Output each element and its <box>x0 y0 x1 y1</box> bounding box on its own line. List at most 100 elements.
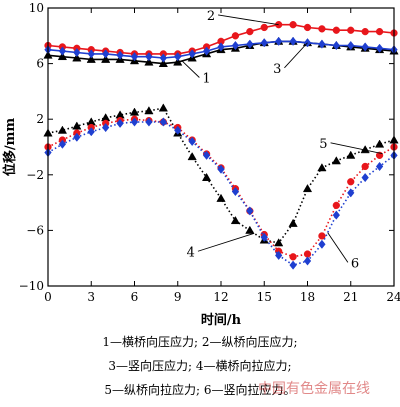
data-point <box>289 21 297 29</box>
y-tick-label: 6 <box>36 57 44 71</box>
callout-leader <box>327 232 349 263</box>
data-point <box>129 107 140 116</box>
data-point <box>274 250 283 261</box>
data-point <box>174 52 182 62</box>
data-point <box>274 36 283 46</box>
x-tick-label: 3 <box>87 290 95 304</box>
data-point <box>86 54 96 63</box>
data-point <box>347 40 355 51</box>
data-point <box>331 156 341 165</box>
data-point <box>58 46 67 56</box>
watermark: 中国有色金属在线 <box>258 381 370 397</box>
data-point <box>73 132 81 142</box>
data-point <box>346 150 356 159</box>
data-point <box>202 150 211 160</box>
callout-layer: 1 2 3 4 5 6 <box>181 9 383 271</box>
data-point <box>87 127 95 137</box>
data-point <box>159 117 168 127</box>
y-tick-label: 2 <box>36 112 44 126</box>
data-point <box>72 121 82 130</box>
y-tick-label: 10 <box>29 1 44 15</box>
callout-leader <box>181 60 200 78</box>
data-point <box>145 52 153 62</box>
callout-label: 6 <box>351 256 359 271</box>
data-point <box>87 49 95 59</box>
x-tick-label: 12 <box>213 290 228 304</box>
data-point <box>72 53 82 62</box>
data-point <box>332 210 341 220</box>
data-point <box>318 232 326 240</box>
x-tick-label: 15 <box>257 290 272 304</box>
data-point <box>260 23 268 32</box>
legend-line-1: 1—横桥向压应力; 2—纵桥向压应力; <box>102 335 298 349</box>
data-point <box>375 43 384 53</box>
x-tick-label: 18 <box>300 290 315 304</box>
data-point <box>116 50 124 60</box>
callout-leader <box>330 142 383 155</box>
data-point <box>332 26 340 34</box>
data-point <box>188 136 196 147</box>
y-axis-title: 位移/mm <box>2 118 18 177</box>
x-tick-label: 0 <box>44 290 52 304</box>
data-point <box>289 260 297 270</box>
data-point <box>361 162 369 171</box>
series-3 <box>44 36 398 63</box>
series-4 <box>43 103 399 247</box>
data-point <box>159 53 168 63</box>
callout-label: 5 <box>319 137 327 152</box>
data-point <box>318 239 326 249</box>
data-point <box>289 36 297 46</box>
data-point <box>332 40 341 51</box>
data-point <box>174 125 182 135</box>
data-point <box>116 118 124 128</box>
data-point <box>144 106 154 115</box>
data-point <box>101 54 111 63</box>
x-tick-label: 9 <box>174 290 182 304</box>
data-point <box>303 256 312 266</box>
data-point <box>374 139 385 148</box>
data-point <box>347 188 355 198</box>
x-tick-label: 24 <box>386 290 400 304</box>
data-point <box>347 26 355 34</box>
data-point <box>318 25 326 33</box>
data-point <box>375 27 384 36</box>
x-axis-title: 时间/h <box>201 312 242 328</box>
data-point <box>260 232 268 242</box>
data-point <box>230 215 241 225</box>
data-point <box>289 253 297 261</box>
data-point <box>216 193 226 202</box>
callout-label: 1 <box>202 72 210 87</box>
data-point <box>317 163 327 172</box>
series-line <box>47 107 395 244</box>
data-point <box>57 125 68 134</box>
callout-label: 4 <box>187 245 195 260</box>
series-6 <box>44 117 398 270</box>
data-point <box>332 201 340 210</box>
data-point <box>361 172 369 183</box>
data-point <box>246 27 254 36</box>
data-point <box>187 152 197 161</box>
data-point <box>231 186 240 197</box>
data-point <box>144 57 154 66</box>
callout-label: 3 <box>273 62 281 77</box>
data-point <box>246 206 254 216</box>
series-layer <box>43 21 399 270</box>
data-point <box>101 49 110 59</box>
series-legend: 1—横桥向压应力; 2—纵桥向压应力; 3—竖向压应力; 4—横桥向拉应力; 5… <box>0 330 400 402</box>
y-tick-label: −2 <box>26 168 44 182</box>
data-point <box>260 38 268 48</box>
data-point <box>288 218 298 227</box>
data-point <box>302 183 313 193</box>
data-point <box>361 42 369 52</box>
x-tick-label: 6 <box>131 290 139 304</box>
data-point <box>130 117 139 127</box>
y-tick-label: −6 <box>26 223 44 237</box>
data-point <box>202 46 211 56</box>
data-point <box>217 164 225 174</box>
series-line <box>47 118 395 258</box>
data-point <box>274 238 284 247</box>
data-point <box>101 122 110 133</box>
data-point <box>246 39 254 49</box>
data-point <box>158 103 168 112</box>
